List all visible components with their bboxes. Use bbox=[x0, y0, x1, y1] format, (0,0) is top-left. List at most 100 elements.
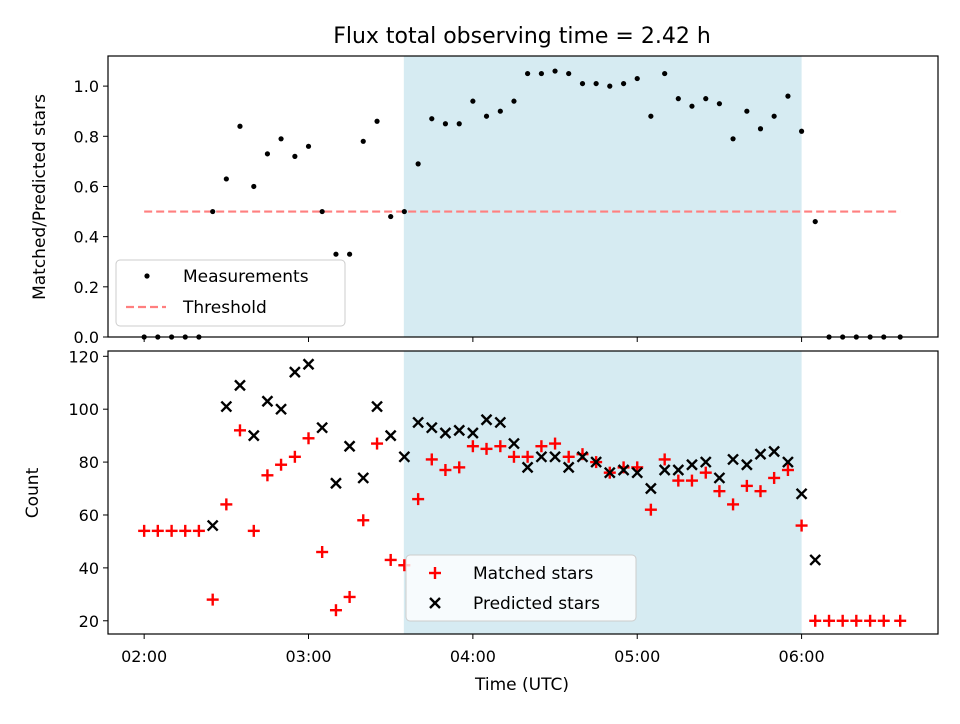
matched-star-point bbox=[151, 524, 164, 537]
matched-star-point bbox=[425, 453, 438, 466]
measurement-point bbox=[703, 96, 709, 102]
measurement-point bbox=[716, 101, 723, 107]
measurement-point bbox=[456, 121, 462, 127]
predicted-star-point bbox=[206, 519, 219, 532]
top-y-tick-label: 1.0 bbox=[74, 77, 99, 96]
top-y-tick-label: 0.4 bbox=[74, 228, 99, 247]
measurement-point bbox=[210, 208, 216, 215]
predicted-star-point bbox=[768, 445, 780, 458]
predicted-star-point bbox=[330, 477, 342, 490]
measurement-point bbox=[634, 75, 640, 82]
predicted-star-point bbox=[412, 416, 424, 429]
matched-star-point bbox=[535, 440, 548, 453]
measurement-point bbox=[730, 136, 736, 142]
predicted-star-point bbox=[658, 464, 671, 476]
matched-star-point bbox=[894, 614, 907, 627]
predicted-star-point bbox=[439, 427, 452, 439]
bottom-y-tick-label: 40 bbox=[79, 559, 99, 578]
measurement-point bbox=[648, 113, 654, 119]
matched-star-point bbox=[685, 474, 698, 487]
measurement-point bbox=[812, 218, 818, 225]
predicted-star-point bbox=[508, 437, 520, 450]
matched-star-point bbox=[288, 450, 301, 463]
measurement-point bbox=[483, 113, 490, 119]
measurement-point bbox=[223, 176, 229, 182]
measurement-point bbox=[388, 213, 394, 220]
x-tick-label: 02:00 bbox=[121, 647, 167, 666]
measurement-point bbox=[620, 80, 627, 87]
measurement-point bbox=[237, 123, 243, 129]
predicted-star-point bbox=[275, 403, 287, 416]
matched-star-point bbox=[699, 466, 712, 479]
matched-star-point bbox=[850, 614, 863, 627]
measurement-point bbox=[593, 80, 599, 87]
matched-star-point bbox=[329, 604, 342, 617]
measurement-point bbox=[278, 136, 284, 142]
predicted-star-point bbox=[480, 413, 493, 426]
matched-star-point bbox=[453, 461, 466, 474]
measurement-point bbox=[662, 70, 668, 77]
matched-star-point bbox=[494, 440, 507, 453]
matched-star-point bbox=[165, 524, 178, 537]
predicted-star-point bbox=[576, 450, 589, 463]
x-tick-label: 06:00 bbox=[779, 647, 825, 666]
predicted-star-point bbox=[549, 450, 561, 463]
predicted-star-point bbox=[316, 421, 329, 434]
predicted-star-point bbox=[617, 464, 630, 476]
measurement-point bbox=[319, 208, 325, 215]
predicted-star-point bbox=[261, 395, 274, 408]
measurement-point bbox=[347, 251, 353, 257]
matched-star-point bbox=[439, 464, 452, 477]
matched-star-point bbox=[781, 464, 794, 477]
predicted-star-point bbox=[631, 466, 644, 479]
predicted-star-point bbox=[398, 450, 411, 463]
legend-measurements-marker bbox=[144, 273, 150, 279]
predicted-star-point bbox=[754, 448, 767, 460]
matched-star-point bbox=[343, 590, 356, 603]
legend-predicted-label: Predicted stars bbox=[473, 594, 600, 614]
predicted-star-point bbox=[343, 440, 356, 453]
measurement-point bbox=[607, 83, 613, 89]
matched-star-point bbox=[206, 593, 219, 606]
predicted-star-point bbox=[713, 472, 726, 484]
matched-star-point bbox=[754, 485, 767, 498]
top-y-tick-label: 0.8 bbox=[74, 127, 99, 146]
bottom-y-tick-label: 120 bbox=[68, 347, 99, 366]
bottom-y-tick-label: 80 bbox=[79, 453, 99, 472]
top-legend-box bbox=[115, 259, 346, 327]
predicted-star-point bbox=[535, 450, 548, 463]
measurement-point bbox=[470, 98, 476, 104]
measurement-point bbox=[689, 103, 695, 109]
matched-star-point bbox=[247, 524, 260, 537]
matched-star-point bbox=[727, 498, 740, 511]
matched-star-point bbox=[768, 471, 781, 484]
predicted-star-point bbox=[357, 472, 370, 484]
measurement-point bbox=[497, 108, 503, 114]
measurement-point bbox=[264, 151, 271, 157]
top-y-tick-label: 0.2 bbox=[74, 278, 99, 297]
predicted-star-point bbox=[603, 466, 616, 479]
predicted-star-point bbox=[384, 429, 397, 442]
top-shaded-region bbox=[403, 56, 802, 337]
predicted-star-point bbox=[741, 458, 753, 471]
measurement-point bbox=[538, 70, 545, 77]
matched-star-point bbox=[233, 424, 246, 437]
matched-star-point bbox=[138, 524, 151, 537]
top-legend: Measurements Threshold bbox=[115, 259, 346, 327]
matched-star-point bbox=[384, 553, 397, 566]
measurement-point bbox=[798, 128, 805, 134]
matched-star-point bbox=[412, 493, 425, 506]
measurement-point bbox=[333, 251, 339, 257]
matched-star-point bbox=[521, 450, 534, 463]
bottom-y-tick-label: 60 bbox=[79, 506, 99, 525]
measurement-point bbox=[415, 161, 421, 167]
legend-matched-label: Matched stars bbox=[473, 564, 593, 584]
predicted-star-point bbox=[453, 424, 466, 437]
matched-star-point bbox=[864, 614, 877, 627]
measurement-point bbox=[552, 68, 558, 74]
predicted-star-point bbox=[234, 379, 246, 392]
top-y-tick-label: 0.0 bbox=[74, 328, 99, 347]
matched-star-point bbox=[357, 514, 370, 527]
predicted-star-point bbox=[247, 429, 260, 442]
